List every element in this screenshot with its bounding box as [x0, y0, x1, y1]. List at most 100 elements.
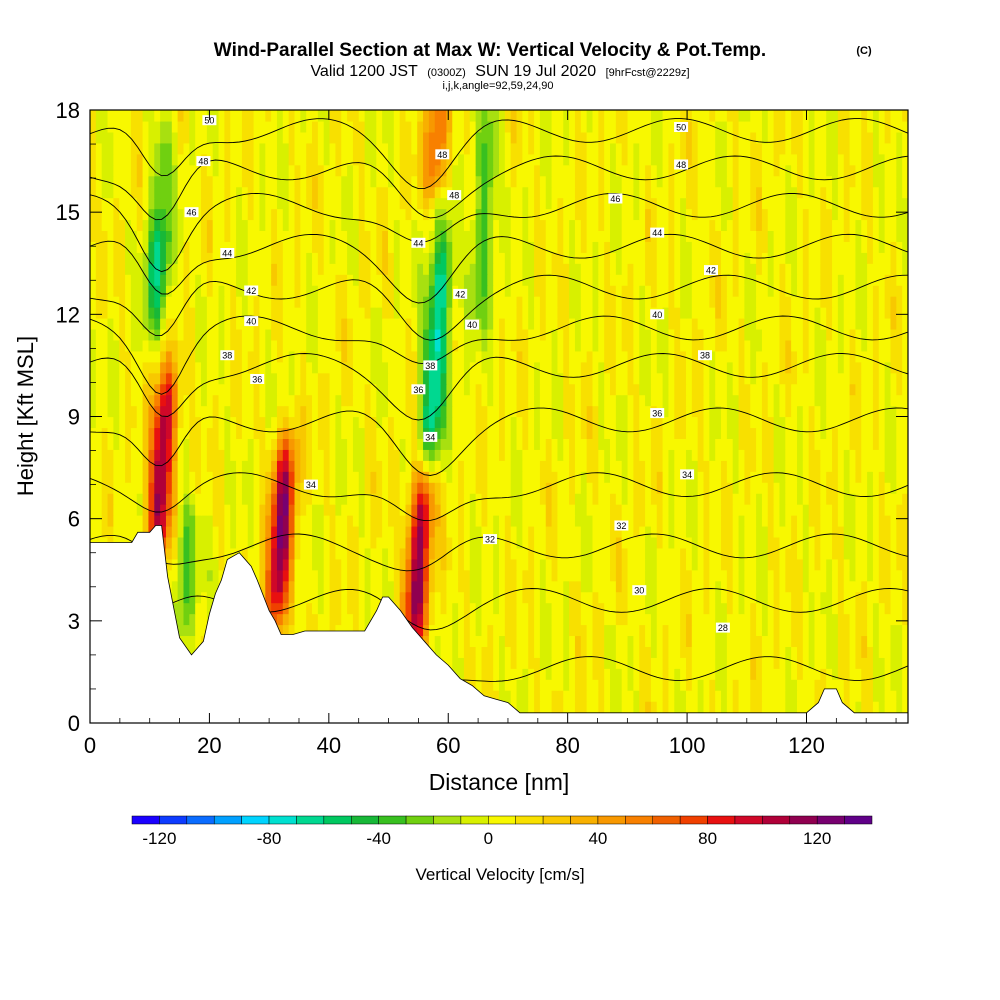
- velocity-cell: [709, 438, 716, 450]
- velocity-cell: [282, 624, 290, 637]
- velocity-cell: [136, 449, 144, 461]
- velocity-cell: [90, 438, 97, 450]
- velocity-cell: [177, 547, 185, 560]
- velocity-cell: [405, 482, 412, 494]
- velocity-cell: [867, 515, 874, 527]
- velocity-cell: [843, 372, 851, 385]
- velocity-cell: [160, 438, 167, 450]
- velocity-cell: [347, 471, 354, 483]
- velocity-cell: [703, 635, 710, 647]
- velocity-cell: [417, 482, 424, 494]
- velocity-cell: [639, 339, 646, 352]
- velocity-cell: [317, 580, 325, 593]
- velocity-cell: [890, 372, 897, 385]
- velocity-cell: [142, 482, 150, 494]
- velocity-cell: [294, 471, 301, 483]
- velocity-cell: [756, 679, 763, 691]
- velocity-cell: [516, 569, 523, 582]
- velocity-cell: [113, 405, 120, 418]
- velocity-cell: [832, 449, 839, 461]
- velocity-cell: [504, 668, 512, 680]
- velocity-cell: [715, 657, 722, 669]
- velocity-cell: [341, 372, 348, 385]
- velocity-cell: [802, 635, 810, 647]
- velocity-cell: [785, 493, 792, 505]
- velocity-cell: [639, 416, 646, 429]
- velocity-cell: [627, 438, 634, 450]
- velocity-cell: [802, 657, 810, 669]
- velocity-cell: [872, 449, 880, 461]
- velocity-cell: [621, 394, 629, 407]
- velocity-cell: [528, 646, 535, 658]
- velocity-cell: [691, 558, 699, 571]
- velocity-cell: [452, 372, 459, 385]
- velocity-cell: [469, 449, 477, 461]
- velocity-cell: [551, 394, 559, 407]
- velocity-cell: [563, 493, 570, 505]
- velocity-cell: [341, 558, 348, 571]
- velocity-cell: [808, 504, 816, 516]
- velocity-cell: [312, 438, 319, 450]
- velocity-cell: [884, 624, 892, 637]
- velocity-cell: [288, 449, 296, 461]
- velocity-cell: [650, 536, 658, 549]
- velocity-cell: [586, 427, 594, 439]
- velocity-cell: [265, 591, 272, 604]
- velocity-cell: [621, 525, 629, 538]
- velocity-cell: [101, 482, 109, 494]
- velocity-cell: [738, 569, 745, 582]
- velocity-cell: [884, 701, 892, 713]
- velocity-cell: [761, 624, 769, 637]
- velocity-cell: [557, 624, 564, 637]
- velocity-cell: [709, 427, 716, 439]
- velocity-cell: [808, 515, 816, 527]
- velocity-cell: [399, 493, 407, 505]
- velocity-cell: [715, 416, 722, 429]
- velocity-cell: [849, 405, 857, 418]
- velocity-cell: [300, 416, 307, 429]
- velocity-cell: [539, 504, 547, 516]
- velocity-cell: [656, 690, 664, 702]
- velocity-cell: [849, 449, 857, 461]
- velocity-cell: [165, 547, 173, 560]
- velocity-cell: [317, 602, 325, 615]
- velocity-cell: [265, 328, 272, 341]
- velocity-cell: [165, 460, 173, 472]
- velocity-cell: [627, 493, 634, 505]
- velocity-cell: [195, 602, 202, 615]
- velocity-cell: [300, 394, 307, 407]
- velocity-cell: [604, 690, 611, 702]
- velocity-cell: [376, 471, 383, 483]
- velocity-cell: [189, 493, 196, 505]
- velocity-cell: [861, 580, 868, 593]
- velocity-cell: [779, 438, 786, 450]
- velocity-cell: [557, 416, 564, 429]
- velocity-cell: [662, 350, 670, 363]
- velocity-cell: [428, 482, 436, 494]
- velocity-cell: [867, 372, 874, 385]
- velocity-cell: [563, 482, 570, 494]
- velocity-cell: [364, 438, 372, 450]
- velocity-cell: [726, 471, 734, 483]
- velocity-cell: [563, 635, 570, 647]
- velocity-cell: [645, 525, 652, 538]
- velocity-cell: [709, 591, 716, 604]
- velocity-cell: [645, 515, 652, 527]
- velocity-cell: [668, 569, 675, 582]
- velocity-cell: [417, 558, 424, 571]
- velocity-cell: [820, 460, 827, 472]
- velocity-cell: [119, 339, 126, 352]
- velocity-cell: [633, 635, 640, 647]
- chart-title: Wind-Parallel Section at Max W: Vertical…: [214, 40, 766, 61]
- velocity-cell: [195, 569, 202, 582]
- velocity-cell: [767, 383, 775, 396]
- velocity-cell: [680, 438, 687, 450]
- velocity-cell: [271, 372, 278, 385]
- velocity-cell: [499, 635, 506, 647]
- velocity-cell: [504, 493, 512, 505]
- velocity-cell: [545, 646, 553, 658]
- velocity-cell: [878, 569, 886, 582]
- velocity-cell: [130, 515, 138, 527]
- velocity-cell: [569, 405, 576, 418]
- velocity-cell: [668, 602, 675, 615]
